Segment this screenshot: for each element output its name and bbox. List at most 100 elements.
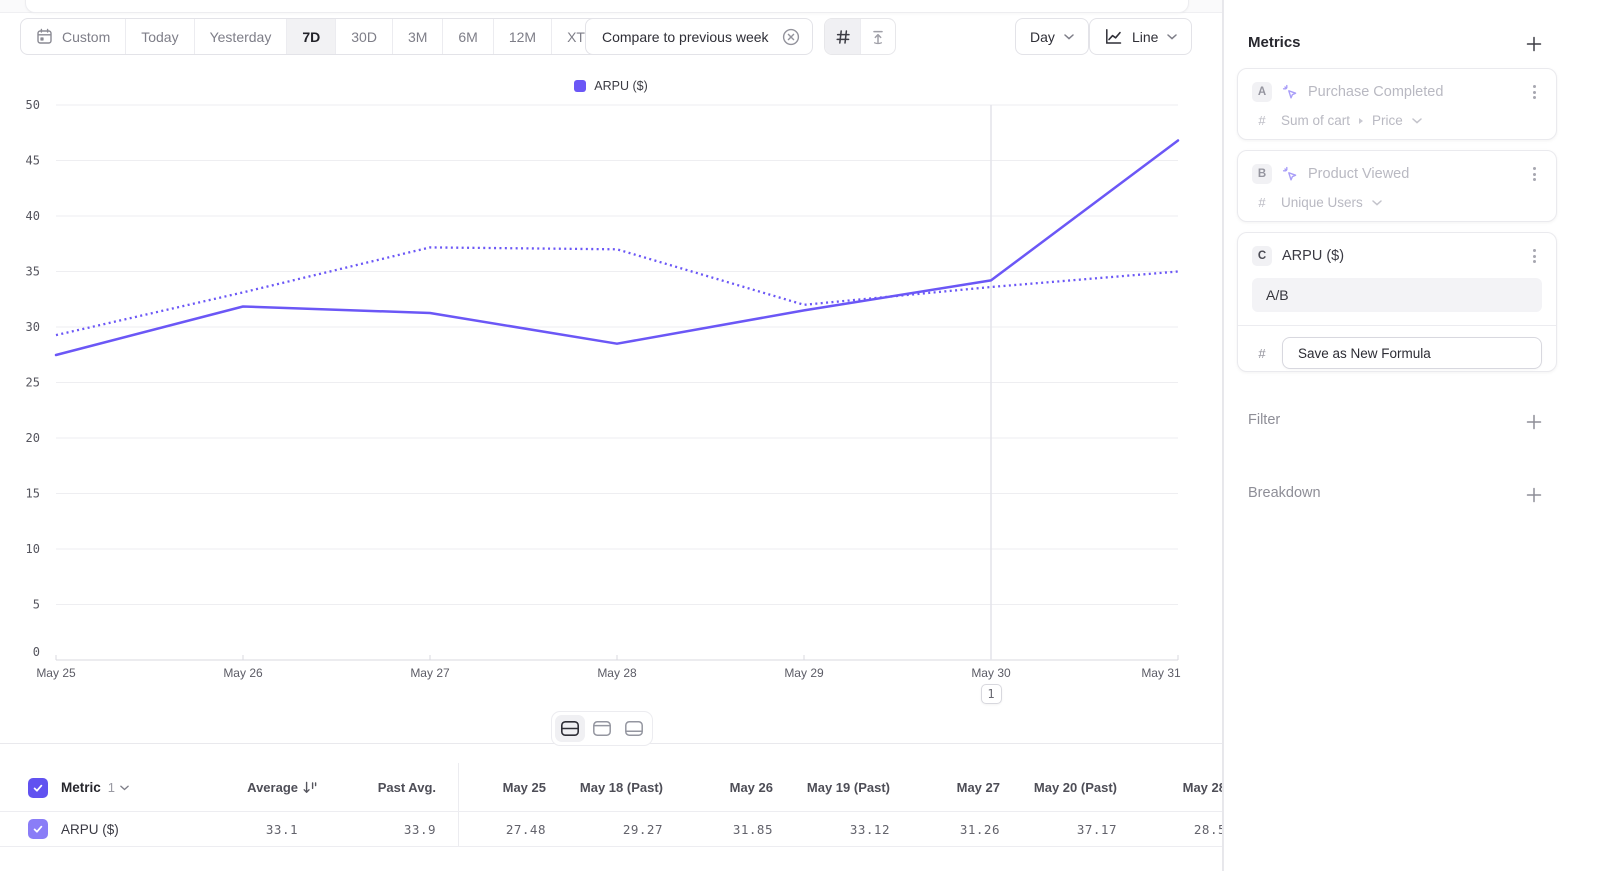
breadcrumb-arrow-icon [1359,117,1364,124]
measure-primary[interactable]: Sum of cart [1281,113,1351,128]
measure-primary[interactable]: Unique Users [1281,195,1363,210]
plus-icon [1526,36,1542,52]
column-header-date[interactable]: May 28 [1182,780,1223,795]
event-cursor-icon [1282,166,1298,182]
sort-icon[interactable] [298,780,322,795]
column-header-past-avg[interactable]: Past Avg. [377,780,436,795]
svg-text:50: 50 [26,98,40,112]
report-panel: Custom Today Yesterday 7D 30D 3M 6M 12M XTD Comp… [0,0,1223,871]
metric-name: Purchase Completed [1308,84,1444,100]
panel-layout-toggle [551,711,653,746]
remove-compare-icon[interactable] [782,28,800,46]
metric-badge: C [1252,246,1272,266]
metrics-section-title: Metrics [1248,34,1301,51]
column-header-date[interactable]: May 19 (Past) [806,780,890,795]
granularity-label: Day [1030,28,1055,45]
range-custom[interactable]: Custom [21,19,125,54]
event-cursor-icon [1282,84,1298,100]
range-today[interactable]: Today [125,19,193,54]
select-all-checkbox[interactable] [28,777,48,798]
add-breakdown-button[interactable] [1525,486,1543,504]
chevron-down-icon [1412,117,1422,124]
svg-text:5: 5 [33,598,40,612]
chart-only-layout-icon [593,721,611,736]
svg-text:0: 0 [33,645,40,659]
add-filter-button[interactable] [1525,413,1543,431]
show-values-toggle[interactable] [825,19,860,54]
column-header-date[interactable]: May 26 [729,780,773,795]
chevron-down-icon [1064,33,1074,40]
range-yesterday[interactable]: Yesterday [193,19,287,54]
column-header-date[interactable]: May 27 [956,780,1000,795]
layout-chart-only-toggle[interactable] [587,715,617,742]
metric-card-c[interactable]: C ARPU ($) A/B # Save as New Formula [1237,232,1557,372]
svg-text:25: 25 [26,376,40,390]
layout-table-only-toggle[interactable] [619,715,649,742]
measure-type-icon: # [1258,113,1266,128]
range-6m[interactable]: 6M [442,19,492,54]
annotation-marker[interactable]: 1 [980,684,1002,704]
svg-text:May 31: May 31 [1141,666,1181,680]
measure-type-icon: # [1258,345,1266,361]
column-header-average[interactable]: Average [247,780,298,795]
chart-type-label: Line [1132,28,1159,45]
formula-value: A/B [1266,287,1289,303]
kebab-menu-icon[interactable] [1526,167,1542,181]
chevron-down-icon [1372,199,1382,206]
metric-header-dropdown[interactable]: Metric 1 [61,780,129,795]
svg-text:10: 10 [26,542,40,556]
cell-value: 37.17 [1076,821,1117,837]
range-30d[interactable]: 30D [335,19,392,54]
row-metric-name: ARPU ($) [61,821,119,837]
compare-chip[interactable]: Compare to previous week [585,18,813,55]
range-12m[interactable]: 12M [492,19,551,54]
column-header-date[interactable]: May 20 (Past) [1033,780,1117,795]
cell-past-avg: 33.9 [403,821,436,837]
metric-card-a[interactable]: A Purchase Completed # Sum of cart Price [1237,68,1557,140]
measure-type-icon: # [1258,195,1266,210]
table-header-row: Metric 1 Average Past Avg. May 25 May 18 … [0,764,1223,811]
granularity-dropdown[interactable]: Day [1015,18,1089,55]
chart-type-dropdown[interactable]: Line [1089,18,1193,55]
kebab-menu-icon[interactable] [1526,249,1542,263]
svg-text:30: 30 [26,320,40,334]
save-as-new-formula-button[interactable]: Save as New Formula [1282,337,1542,369]
cell-value: 28.5 [1193,821,1223,837]
svg-text:May 26: May 26 [223,666,263,680]
cell-value: 29.27 [622,821,663,837]
svg-text:May 27: May 27 [410,666,450,680]
calendar-icon [36,28,53,45]
cell-value: 31.26 [959,821,1000,837]
column-header-date[interactable]: May 25 [502,780,546,795]
card-divider [1238,325,1556,326]
row-checkbox[interactable] [28,819,48,839]
breakdown-section-title: Breakdown [1248,485,1321,501]
svg-text:45: 45 [26,154,40,168]
table-only-layout-icon [625,721,643,736]
layout-split-toggle[interactable] [555,715,585,742]
flag-pole-icon [870,29,886,45]
svg-text:20: 20 [26,431,40,445]
value-display-toggle-group [824,18,896,55]
line-chart[interactable]: 0 5 10 15 20 25 30 35 40 45 50 May 25 May 26 May 27 Ma… [0,70,1222,720]
range-7d[interactable]: 7D [286,19,336,54]
svg-text:May 25: May 25 [36,666,76,680]
cell-value: 33.12 [849,821,890,837]
query-sidebar: Metrics A Purchase Completed # Sum of ca… [1223,0,1600,871]
cell-average: 33.1 [265,821,298,837]
kebab-menu-icon[interactable] [1526,85,1542,99]
table-row: ARPU ($) 33.1 33.9 27.48 29.27 31.85 33.12 3… [0,811,1223,847]
date-range-group: Custom Today Yesterday 7D 30D 3M 6M 12M XTD [20,18,631,55]
metric-card-b[interactable]: B Product Viewed # Unique Users [1237,150,1557,222]
plus-icon [1526,487,1542,503]
svg-text:15: 15 [26,487,40,501]
measure-secondary[interactable]: Price [1372,113,1403,128]
add-metric-button[interactable] [1525,35,1543,53]
split-layout-icon [560,720,579,736]
column-header-date[interactable]: May 18 (Past) [579,780,663,795]
plus-icon [1526,414,1542,430]
formula-input[interactable]: A/B [1252,278,1542,312]
hash-icon [835,29,851,45]
range-3m[interactable]: 3M [391,19,442,54]
annotations-toggle[interactable] [860,19,895,54]
